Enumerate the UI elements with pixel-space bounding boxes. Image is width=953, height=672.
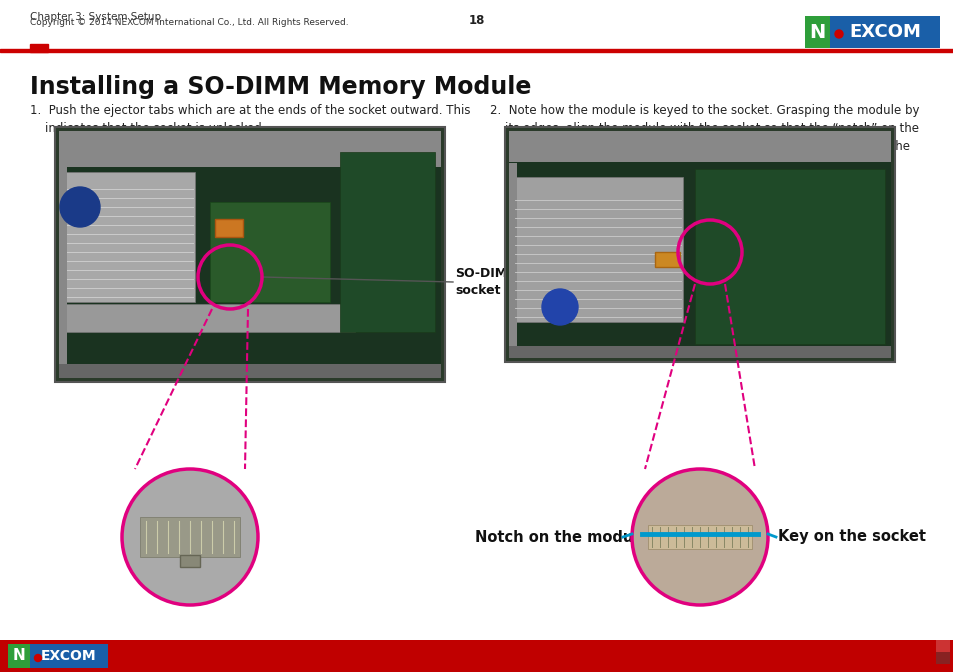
Bar: [509, 131, 890, 358]
Text: Key on the socket: Key on the socket: [778, 530, 925, 544]
Text: N: N: [12, 648, 26, 663]
Circle shape: [834, 30, 842, 38]
Text: 2.  Note how the module is keyed to the socket. Grasping the module by
    its e: 2. Note how the module is keyed to the s…: [490, 104, 919, 171]
Bar: [935, 640, 949, 652]
Bar: [180, 555, 200, 567]
Bar: [0, 640, 953, 672]
Bar: [647, 525, 751, 549]
Bar: [59, 131, 440, 378]
Bar: [935, 652, 949, 664]
Bar: [829, 16, 939, 48]
Text: 18: 18: [468, 14, 485, 27]
Bar: [655, 252, 679, 267]
Bar: [509, 163, 517, 346]
Bar: [695, 169, 884, 344]
Bar: [214, 219, 243, 237]
Bar: [55, 127, 444, 382]
Bar: [509, 346, 890, 358]
Bar: [339, 152, 435, 332]
Text: Installing a SO-DIMM Memory Module: Installing a SO-DIMM Memory Module: [30, 75, 531, 99]
Bar: [30, 44, 48, 52]
Text: Notch on the module: Notch on the module: [475, 530, 648, 544]
Circle shape: [631, 469, 767, 605]
Bar: [513, 177, 682, 322]
Text: EXCOM: EXCOM: [848, 23, 920, 41]
Circle shape: [541, 289, 578, 325]
Text: Chapter 3: System Setup: Chapter 3: System Setup: [30, 12, 161, 22]
Bar: [65, 172, 194, 302]
Bar: [65, 304, 355, 332]
Circle shape: [122, 469, 257, 605]
Bar: [140, 517, 240, 557]
Bar: [8, 644, 30, 668]
Bar: [804, 16, 829, 48]
Circle shape: [34, 655, 42, 661]
Bar: [59, 167, 67, 364]
Text: 1.  Push the ejector tabs which are at the ends of the socket outward. This
    : 1. Push the ejector tabs which are at th…: [30, 104, 470, 135]
Bar: [59, 131, 440, 167]
Text: DNA 125B User Manual: DNA 125B User Manual: [818, 18, 923, 27]
Bar: [0, 49, 953, 52]
Text: Copyright © 2014 NEXCOM International Co., Ltd. All Rights Reserved.: Copyright © 2014 NEXCOM International Co…: [30, 18, 348, 27]
Text: N: N: [808, 22, 824, 42]
Bar: [210, 202, 330, 302]
Bar: [30, 644, 108, 668]
Text: EXCOM: EXCOM: [41, 649, 96, 663]
Bar: [509, 131, 890, 162]
Text: SO-DIMM
socket: SO-DIMM socket: [455, 267, 519, 297]
Circle shape: [60, 187, 100, 227]
Bar: [504, 127, 894, 362]
Bar: [59, 364, 440, 378]
